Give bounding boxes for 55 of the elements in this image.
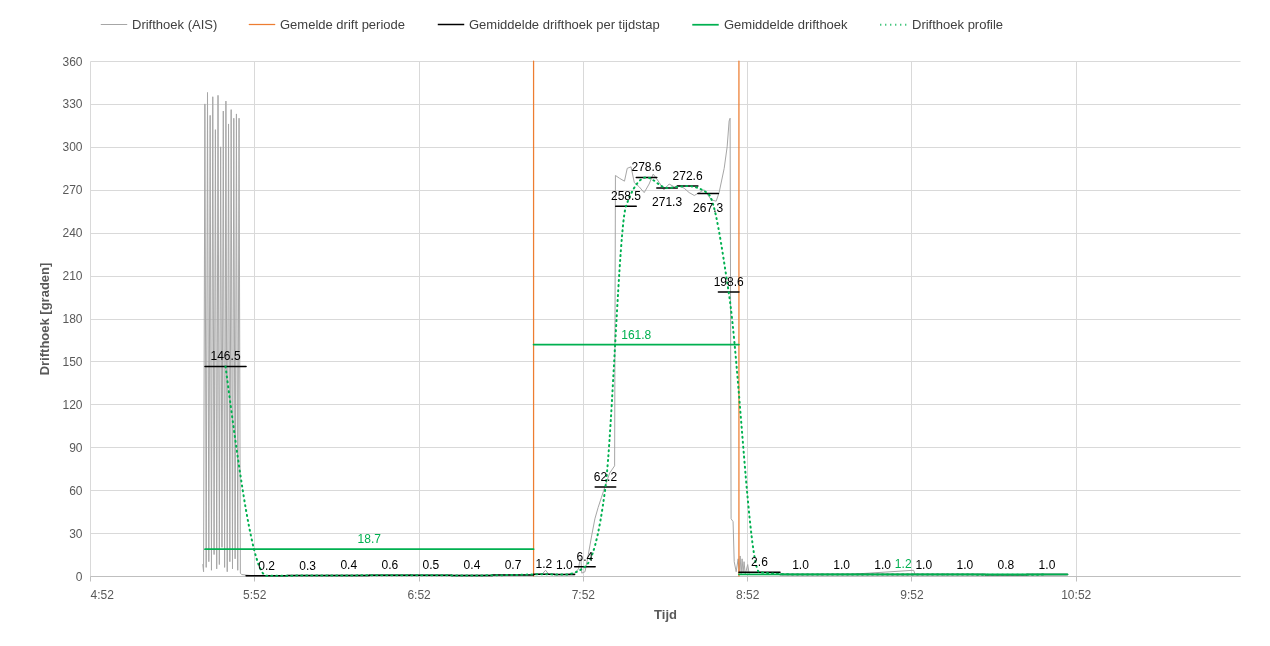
y-tick-label: 240 — [62, 226, 83, 241]
data-label: 272.6 — [672, 169, 703, 184]
data-label: 161.8 — [621, 327, 652, 342]
data-label: 1.0 — [556, 557, 574, 572]
y-tick-label: 180 — [62, 312, 83, 326]
data-label: 0.3 — [299, 558, 317, 573]
y-tick-label: 360 — [62, 54, 83, 69]
data-label: 271.3 — [652, 194, 683, 209]
y-tick-label: 60 — [69, 483, 83, 498]
data-label: 146.5 — [210, 349, 241, 364]
y-tick-label: 330 — [62, 97, 83, 112]
y-tick-label: 0 — [75, 569, 83, 584]
data-label: 62.2 — [593, 470, 618, 485]
y-tick-label: 120 — [62, 397, 83, 412]
data-label: 0.5 — [422, 558, 440, 573]
data-label: 1.0 — [792, 557, 810, 572]
data-label: 258.5 — [610, 189, 642, 204]
data-label: 2.6 — [751, 555, 769, 570]
x-axis-title: Tijd — [654, 606, 677, 622]
data-label: 0.4 — [463, 558, 481, 573]
data-label: 0.6 — [381, 558, 399, 573]
x-tick-label: 8:52 — [735, 587, 760, 602]
legend-label: Drifthoek profile — [912, 16, 1004, 32]
data-label: 1.2 — [894, 557, 912, 572]
x-tick-label: 4:52 — [90, 587, 115, 602]
x-tick-label: 7:52 — [571, 587, 596, 602]
legend-label: Drifthoek (AIS) — [132, 16, 218, 32]
y-tick-label: 210 — [62, 269, 83, 284]
data-label: 1.0 — [833, 557, 851, 572]
y-tick-label: 90 — [69, 440, 83, 455]
data-label: 0.8 — [997, 557, 1015, 572]
y-tick-label: 30 — [69, 526, 83, 541]
y-axis-title: Drifthoek [graden] — [37, 262, 53, 376]
legend-label: Gemelde drift periode — [280, 16, 406, 32]
x-tick-label: 6:52 — [407, 587, 432, 602]
data-label: 1.0 — [1038, 557, 1056, 572]
y-tick-label: 150 — [62, 354, 83, 369]
x-tick-label: 5:52 — [243, 587, 267, 602]
data-label: 0.7 — [504, 558, 522, 572]
data-label: 1.0 — [956, 557, 974, 572]
x-tick-label: 9:52 — [900, 587, 924, 602]
y-tick-label: 300 — [62, 140, 83, 155]
x-tick-label: 10:52 — [1061, 587, 1092, 602]
data-label: 0.2 — [258, 558, 276, 573]
data-label: 1.2 — [535, 557, 553, 572]
data-label: 1.0 — [874, 557, 892, 572]
data-label: 0.4 — [340, 558, 358, 573]
data-label: 1.0 — [915, 557, 933, 572]
legend-label: Gemiddelde drifthoek per tijdstap — [469, 16, 660, 32]
data-label: 267.3 — [693, 200, 724, 215]
data-label: 278.6 — [631, 160, 662, 175]
y-tick-label: 270 — [62, 183, 83, 198]
data-label: 18.7 — [357, 532, 382, 547]
legend-label: Gemiddelde drifthoek — [724, 16, 849, 32]
data-label: 6.4 — [576, 549, 594, 564]
